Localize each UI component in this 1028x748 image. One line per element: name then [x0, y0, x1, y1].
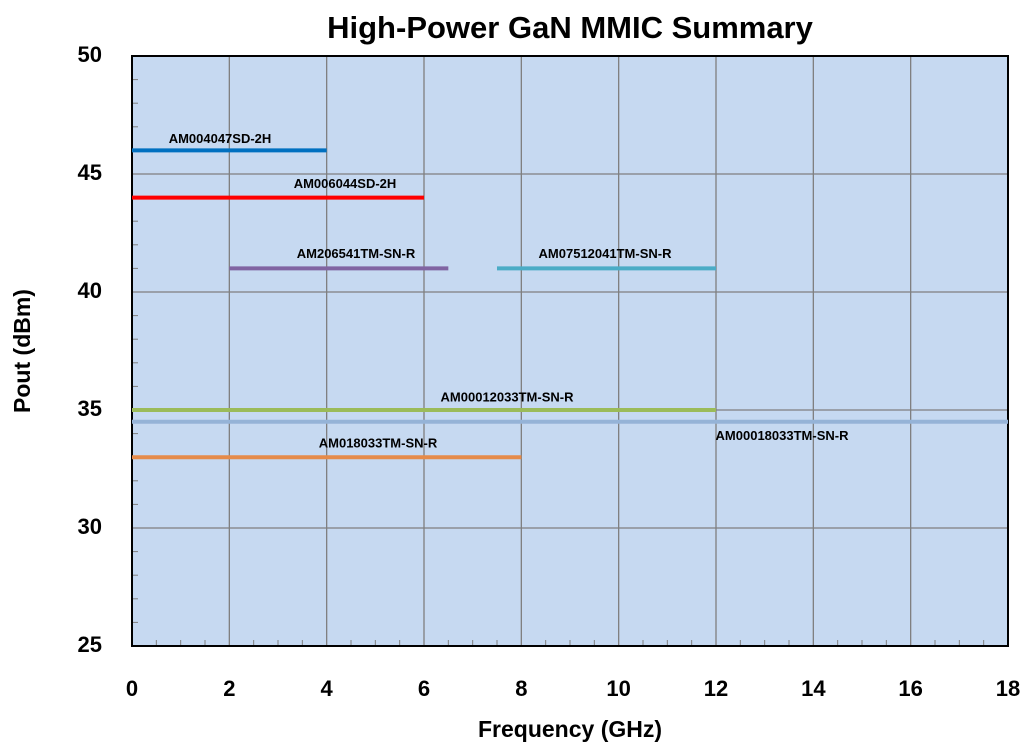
x-tick-label: 16 [898, 676, 922, 701]
y-tick-label: 25 [78, 632, 102, 657]
plot-border [131, 55, 1009, 647]
x-tick-label: 6 [418, 676, 430, 701]
x-tick-label: 2 [223, 676, 235, 701]
x-tick-label: 4 [321, 676, 334, 701]
y-tick-label: 30 [78, 514, 102, 539]
series-label: AM00012033TM-SN-R [441, 389, 575, 404]
y-tick-label: 45 [78, 160, 102, 185]
x-tick-label: 0 [126, 676, 138, 701]
series-label: AM006044SD-2H [294, 176, 397, 191]
x-tick-label: 12 [704, 676, 728, 701]
series-label: AM018033TM-SN-R [319, 436, 438, 451]
chart-title: High-Power GaN MMIC Summary [327, 10, 813, 45]
x-tick-label: 8 [515, 676, 527, 701]
y-tick-label: 40 [78, 278, 102, 303]
series-label: AM00018033TM-SN-R [716, 428, 850, 443]
x-tick-label: 14 [801, 676, 826, 701]
x-axis-label: Frequency (GHz) [478, 716, 662, 742]
y-tick-label: 35 [78, 396, 102, 421]
series-label: AM07512041TM-SN-R [539, 246, 673, 261]
series-label: AM206541TM-SN-R [297, 246, 416, 261]
x-tick-label: 18 [996, 676, 1020, 701]
plot-area [132, 56, 1008, 646]
y-tick-label: 50 [78, 42, 102, 67]
series-label: AM004047SD-2H [169, 131, 272, 146]
x-tick-label: 10 [606, 676, 630, 701]
y-axis-label: Pout (dBm) [9, 289, 35, 413]
